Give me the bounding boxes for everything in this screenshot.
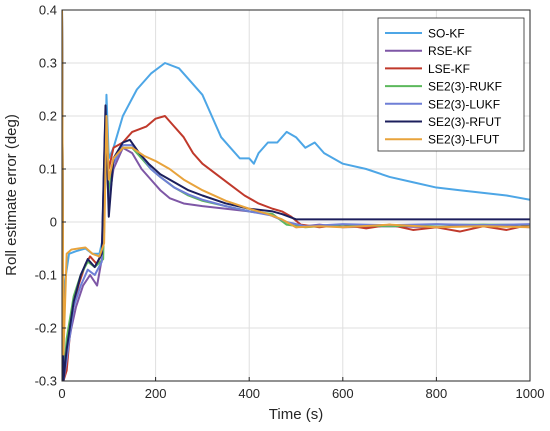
y-tick-label: 0.2 — [39, 109, 57, 124]
legend-box — [377, 17, 525, 152]
legend-label-lse-kf: LSE-KF — [428, 62, 470, 76]
legend-label-rse-kf: RSE-KF — [428, 44, 472, 58]
plot-frame — [61, 9, 531, 382]
y-tick-label: -0.2 — [35, 321, 57, 336]
series-line-se2-3-lfut — [62, 10, 530, 356]
series-lines — [62, 10, 530, 381]
y-axis-ticks: -0.3 -0.2 -0.1 0 0.1 0.2 0.3 0.4 — [35, 3, 66, 389]
x-tick-label: 400 — [238, 386, 260, 401]
x-tick-label: 0 — [58, 386, 65, 401]
y-tick-label: -0.1 — [35, 268, 57, 283]
x-tick-label: 800 — [426, 386, 448, 401]
x-tick-label: 1000 — [516, 386, 545, 401]
legend-label-so-kf: SO-KF — [428, 27, 465, 41]
y-tick-label: 0.1 — [39, 162, 57, 177]
legend-label-se2-3-rukf: SE2(3)-RUKF — [428, 80, 502, 94]
y-tick-label: 0.4 — [39, 3, 57, 18]
y-tick-label: 0.3 — [39, 56, 57, 71]
legend-label-se2-3-lfut: SE2(3)-LFUT — [428, 133, 500, 147]
y-tick-label: 0 — [50, 215, 57, 230]
x-axis-ticks: 0 200 400 600 800 1000 — [58, 377, 544, 401]
series-line-se2-3-rfut — [62, 10, 530, 381]
y-tick-label: -0.3 — [35, 374, 57, 389]
x-tick-label: 200 — [145, 386, 167, 401]
series-group — [62, 10, 530, 381]
legend: SO-KF RSE-KF LSE-KF SE2(3)-RUKF SE2(3)-LUKF S… — [377, 17, 525, 152]
y-axis-title: Roll estimate error (deg) — [3, 114, 20, 276]
x-axis-title: Time (s) — [269, 406, 323, 423]
x-tick-label: 600 — [332, 386, 354, 401]
series-line-so-kf — [62, 10, 530, 381]
legend-label-se2-3-rfut: SE2(3)-RFUT — [428, 115, 502, 129]
legend-label-se2-3-lukf: SE2(3)-LUKF — [428, 97, 500, 111]
